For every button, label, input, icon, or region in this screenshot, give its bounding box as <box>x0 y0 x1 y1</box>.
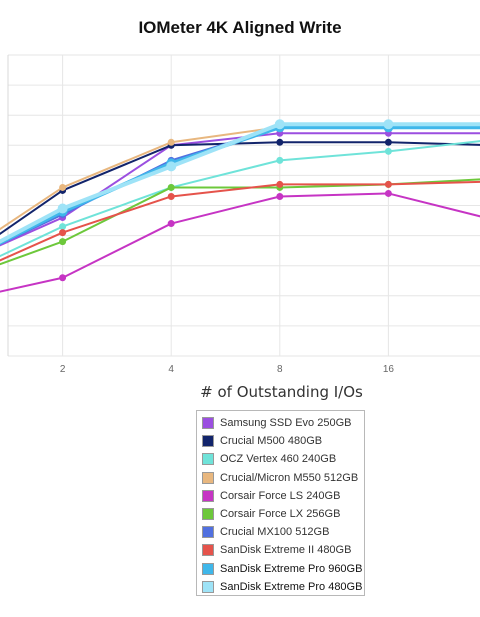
data-point <box>166 161 177 172</box>
x-tick-label: 2 <box>60 364 66 375</box>
series-line <box>0 180 480 262</box>
legend-swatch <box>202 562 214 575</box>
legend-swatch <box>202 417 214 430</box>
legend-entry[interactable]: SanDisk Extreme Pro 960GB <box>197 560 364 578</box>
legend-swatch <box>202 544 214 557</box>
legend-entry[interactable]: OCZ Vertex 460 240GB <box>197 450 364 468</box>
series-line <box>0 125 480 245</box>
legend-swatch <box>202 508 214 521</box>
data-point <box>167 183 175 191</box>
legend-swatch <box>202 453 214 466</box>
x-tick-label: 4 <box>168 364 174 375</box>
legend-label: Crucial MX100 512GB <box>220 526 330 539</box>
series-line <box>0 126 480 231</box>
legend-entry[interactable]: Corsair Force LX 256GB <box>197 505 364 523</box>
line-chart: 2 4 8 16 <box>0 54 480 375</box>
data-point <box>276 192 284 200</box>
data-point <box>57 203 68 214</box>
legend-label: SanDisk Extreme II 480GB <box>220 544 352 557</box>
legend-swatch <box>202 435 214 448</box>
chart-title: IOMeter 4K Aligned Write <box>138 18 342 37</box>
data-point <box>59 274 67 282</box>
legend-label: SanDisk Extreme Pro 960GB <box>220 562 363 575</box>
data-point <box>274 119 285 130</box>
series-line <box>0 192 480 293</box>
x-tick-label: 8 <box>277 364 283 375</box>
legend-entry[interactable]: SanDisk Extreme II 480GB <box>197 541 364 559</box>
data-point <box>59 223 67 231</box>
data-point <box>59 238 67 246</box>
data-point <box>59 229 67 237</box>
legend-entry[interactable]: SanDisk Extreme Pro 480GB <box>197 578 364 596</box>
legend-label: Crucial/Micron M550 512GB <box>220 471 359 484</box>
legend-swatch <box>202 526 214 539</box>
legend: Samsung SSD Evo 250GB Crucial M500 480GB O… <box>196 410 365 596</box>
grid <box>7 54 480 357</box>
data-point <box>384 189 392 197</box>
data-point <box>276 156 284 164</box>
legend-swatch <box>202 580 214 593</box>
series-line <box>0 122 480 244</box>
x-tick-label: 16 <box>383 364 395 375</box>
data-point <box>384 138 392 146</box>
legend-swatch <box>202 471 214 484</box>
x-axis-label: # of Outstanding I/Os <box>200 383 363 401</box>
data-point <box>383 119 394 130</box>
legend-entry[interactable]: Samsung SSD Evo 250GB <box>197 414 364 432</box>
series-line <box>0 132 480 247</box>
legend-entry[interactable]: Crucial/Micron M550 512GB <box>197 469 364 487</box>
legend-swatch <box>202 489 214 502</box>
data-point <box>384 180 392 188</box>
legend-label: Corsair Force LX 256GB <box>220 508 341 521</box>
data-point <box>276 180 284 188</box>
x-axis: 2 4 8 16 <box>60 364 395 375</box>
data-point <box>167 138 175 146</box>
legend-label: Corsair Force LS 240GB <box>220 489 341 502</box>
data-point <box>167 220 175 228</box>
data-point <box>276 138 284 146</box>
legend-entry[interactable]: Crucial MX100 512GB <box>197 523 364 541</box>
data-point <box>59 183 67 191</box>
legend-entry[interactable]: Corsair Force LS 240GB <box>197 487 364 505</box>
data-point <box>384 147 392 155</box>
legend-label: Samsung SSD Evo 250GB <box>220 417 352 430</box>
legend-label: SanDisk Extreme Pro 480GB <box>220 580 363 593</box>
legend-label: Crucial M500 480GB <box>220 435 323 448</box>
legend-label: OCZ Vertex 460 240GB <box>220 453 337 466</box>
series-line <box>0 140 480 258</box>
series-line <box>0 126 480 246</box>
legend-entry[interactable]: Crucial M500 480GB <box>197 432 364 450</box>
data-point <box>167 192 175 200</box>
series-lines <box>0 119 480 293</box>
